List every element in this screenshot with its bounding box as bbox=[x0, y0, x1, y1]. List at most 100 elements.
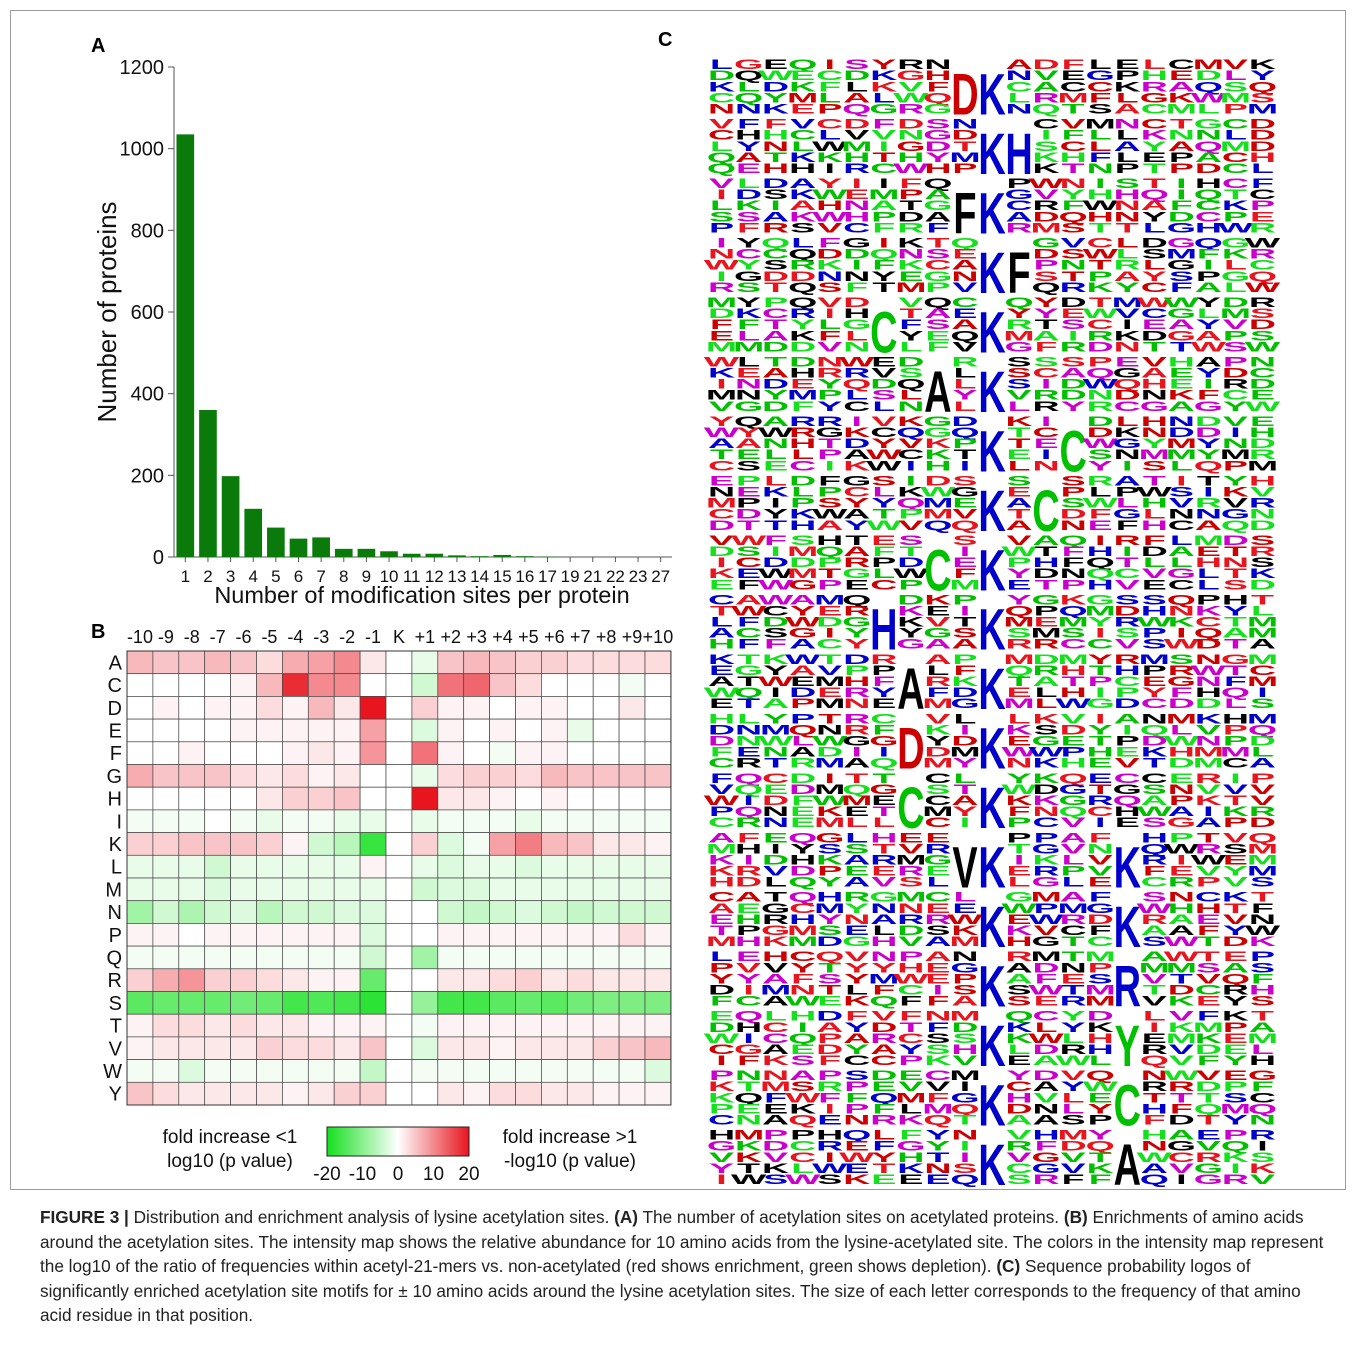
logo-background-letter: M bbox=[1003, 695, 1034, 711]
x-tick-label: 27 bbox=[651, 567, 670, 586]
y-tick-label: 600 bbox=[131, 302, 164, 324]
logo-background-letter: L bbox=[1251, 160, 1274, 176]
logo-background-letter: I bbox=[716, 1171, 726, 1187]
x-tick-label: 6 bbox=[294, 567, 303, 586]
logo-background-letter: Q bbox=[1031, 101, 1060, 117]
bar bbox=[244, 508, 263, 557]
logo-background-letter: A bbox=[1249, 755, 1276, 771]
logo-background-letter: K bbox=[1168, 993, 1196, 1009]
logo-motif-letter: R bbox=[1114, 956, 1141, 1020]
logo-background-letter: F bbox=[737, 577, 760, 593]
logo-background-letter: I bbox=[1176, 1171, 1186, 1187]
logo-background-letter: T bbox=[1062, 160, 1085, 176]
logo-background-letter: S bbox=[736, 279, 761, 295]
logo-motif-letter: A bbox=[1114, 1134, 1141, 1198]
legend-left-line2: log10 (p value) bbox=[167, 1151, 293, 1172]
logo-background-letter: P bbox=[952, 160, 977, 176]
logo-background-letter: Q bbox=[788, 874, 817, 890]
logo-background-letter: G bbox=[1086, 695, 1115, 711]
logo-background-letter: A bbox=[1249, 636, 1276, 652]
logo-background-letter: S bbox=[1142, 458, 1167, 474]
logo-background-letter: G bbox=[1167, 814, 1196, 830]
logo-background-letter: F bbox=[764, 636, 787, 652]
logo-background-letter: S bbox=[898, 874, 923, 890]
logo-background-letter: Q bbox=[950, 1171, 979, 1187]
logo-motif-letter: K bbox=[978, 837, 1006, 901]
x-tick-label: 12 bbox=[425, 567, 444, 586]
logo-background-letter: M bbox=[1247, 458, 1278, 474]
logo-background-letter: D bbox=[735, 874, 762, 890]
x-tick-label: 23 bbox=[629, 567, 648, 586]
logo-background-letter: M bbox=[1085, 993, 1116, 1009]
logo-motif-letter: K bbox=[978, 480, 1006, 544]
bar bbox=[334, 548, 353, 557]
logo-background-letter: L bbox=[845, 814, 868, 830]
y-tick-label: 800 bbox=[131, 220, 164, 242]
logo-background-letter: N bbox=[735, 101, 762, 117]
logo-background-letter: E bbox=[898, 1171, 923, 1187]
logo-motif-letter: K bbox=[978, 1015, 1006, 1079]
y-tick-label: 1200 bbox=[120, 57, 165, 79]
logo-background-letter: A bbox=[789, 636, 816, 652]
logo-background-letter: F bbox=[926, 993, 949, 1009]
logo-background-letter: A bbox=[1005, 517, 1032, 533]
panel-label-b: B bbox=[91, 621, 106, 643]
logo-background-letter: C bbox=[1168, 517, 1195, 533]
logo-background-letter: D bbox=[1168, 1112, 1195, 1128]
logo-background-letter: E bbox=[1034, 993, 1059, 1009]
logo-background-letter: I bbox=[906, 458, 916, 474]
logo-background-letter: M bbox=[814, 814, 845, 830]
logo-background-letter: F bbox=[737, 1052, 760, 1068]
logo-background-letter: G bbox=[950, 695, 979, 711]
logo-background-letter: S bbox=[1223, 577, 1248, 593]
logo-background-letter: M bbox=[922, 695, 953, 711]
logo-background-letter: W bbox=[1245, 279, 1281, 295]
x-tick-label: 22 bbox=[606, 567, 625, 586]
logo-background-letter: H bbox=[708, 636, 735, 652]
bar bbox=[357, 548, 376, 557]
row-label: D bbox=[108, 698, 122, 720]
logo-background-letter: R bbox=[762, 220, 789, 236]
logo-background-letter: Q bbox=[788, 279, 817, 295]
logo-motif-letter: Y bbox=[1115, 1015, 1140, 1079]
logo-background-letter: Y bbox=[1088, 458, 1113, 474]
logo-background-letter: T bbox=[1170, 339, 1193, 355]
bar bbox=[176, 134, 195, 557]
logo-background-letter: A bbox=[1195, 814, 1222, 830]
y-axis-title: Number of proteins bbox=[92, 201, 122, 422]
logo-background-letter: D bbox=[1249, 517, 1276, 533]
logo-background-letter: T bbox=[1089, 220, 1112, 236]
logo-motif-letter: K bbox=[978, 1134, 1006, 1198]
logo-background-letter: G bbox=[896, 636, 925, 652]
logo-background-letter: A bbox=[1195, 279, 1222, 295]
x-tick-label: 7 bbox=[316, 567, 325, 586]
logo-background-letter: C bbox=[1222, 755, 1249, 771]
logo-background-letter: S bbox=[1250, 695, 1275, 711]
logo-background-letter: T bbox=[737, 517, 760, 533]
logo-background-letter: F bbox=[818, 1052, 841, 1068]
logo-background-letter: N bbox=[1087, 160, 1114, 176]
logo-background-letter: M bbox=[1247, 101, 1278, 117]
logo-background-letter: A bbox=[1033, 1112, 1060, 1128]
logo-background-letter: T bbox=[764, 279, 787, 295]
logo-background-letter: M bbox=[949, 577, 980, 593]
logo-background-letter: Q bbox=[707, 160, 736, 176]
logo-background-letter: S bbox=[1088, 101, 1113, 117]
logo-background-letter: M bbox=[895, 279, 926, 295]
logo-background-letter: G bbox=[1194, 398, 1223, 414]
logo-motif-letter: A bbox=[897, 658, 924, 722]
logo-background-letter: N bbox=[843, 339, 870, 355]
logo-background-letter: C bbox=[1033, 814, 1060, 830]
logo-background-letter: S bbox=[817, 1171, 842, 1187]
logo-background-letter: R bbox=[1005, 636, 1032, 652]
logo-background-letter: Q bbox=[923, 517, 952, 533]
logo-background-letter: Q bbox=[1031, 279, 1060, 295]
logo-background-letter: S bbox=[1007, 1171, 1032, 1187]
logo-background-letter: G bbox=[1194, 1171, 1223, 1187]
logo-motif-letter: K bbox=[978, 420, 1006, 484]
logo-background-letter: D bbox=[1195, 695, 1222, 711]
x-tick-label: 8 bbox=[339, 567, 348, 586]
bar bbox=[312, 537, 330, 557]
logo-background-letter: L bbox=[1008, 874, 1031, 890]
